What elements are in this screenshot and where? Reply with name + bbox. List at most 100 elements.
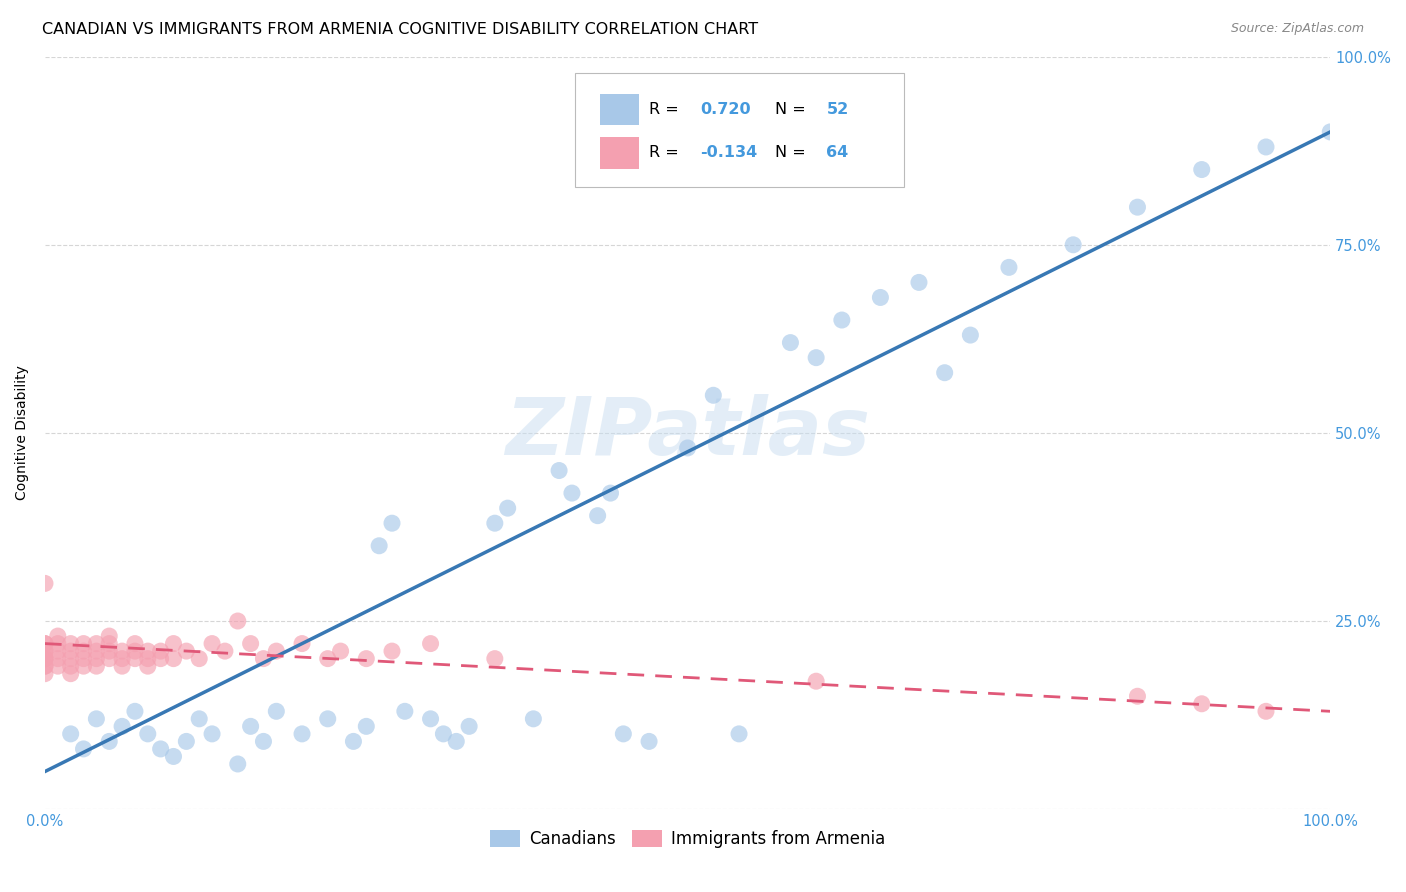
- Point: [908, 276, 931, 290]
- Point: [381, 516, 404, 531]
- Point: [34, 651, 56, 665]
- Point: [394, 704, 416, 718]
- Point: [34, 651, 56, 665]
- Point: [162, 637, 184, 651]
- Point: [548, 463, 571, 477]
- Point: [266, 704, 288, 718]
- Point: [266, 644, 288, 658]
- Point: [162, 651, 184, 665]
- Point: [1062, 237, 1084, 252]
- Text: 0.720: 0.720: [700, 102, 751, 117]
- Point: [176, 644, 198, 658]
- Point: [201, 727, 224, 741]
- Point: [356, 719, 378, 733]
- Point: [419, 637, 441, 651]
- Point: [484, 516, 506, 531]
- Point: [446, 734, 468, 748]
- Point: [136, 644, 159, 658]
- Point: [34, 637, 56, 651]
- Text: R =: R =: [650, 145, 679, 161]
- Point: [111, 644, 134, 658]
- Point: [226, 756, 249, 771]
- Point: [136, 651, 159, 665]
- Point: [188, 712, 211, 726]
- FancyBboxPatch shape: [600, 137, 638, 169]
- Point: [149, 644, 172, 658]
- Point: [1126, 690, 1149, 704]
- Point: [959, 328, 981, 343]
- Point: [676, 441, 699, 455]
- Text: ZIPatlas: ZIPatlas: [505, 394, 870, 472]
- Point: [86, 637, 108, 651]
- Point: [46, 659, 69, 673]
- Point: [124, 637, 146, 651]
- Point: [98, 644, 121, 658]
- Point: [149, 742, 172, 756]
- Point: [86, 644, 108, 658]
- Point: [356, 651, 378, 665]
- Point: [111, 651, 134, 665]
- Point: [291, 727, 314, 741]
- Point: [162, 749, 184, 764]
- Point: [34, 651, 56, 665]
- Point: [804, 674, 827, 689]
- Point: [86, 659, 108, 673]
- Point: [98, 629, 121, 643]
- Text: CANADIAN VS IMMIGRANTS FROM ARMENIA COGNITIVE DISABILITY CORRELATION CHART: CANADIAN VS IMMIGRANTS FROM ARMENIA COGN…: [42, 22, 758, 37]
- FancyBboxPatch shape: [600, 94, 638, 125]
- FancyBboxPatch shape: [575, 73, 904, 186]
- Point: [98, 734, 121, 748]
- Point: [98, 651, 121, 665]
- Text: R =: R =: [650, 102, 679, 117]
- Point: [522, 712, 544, 726]
- Point: [34, 576, 56, 591]
- Point: [368, 539, 391, 553]
- Point: [638, 734, 661, 748]
- Point: [1319, 125, 1341, 139]
- Point: [149, 651, 172, 665]
- Point: [1254, 704, 1277, 718]
- Point: [111, 719, 134, 733]
- Point: [419, 712, 441, 726]
- Point: [111, 659, 134, 673]
- Point: [728, 727, 751, 741]
- Point: [1191, 162, 1213, 177]
- Point: [831, 313, 853, 327]
- Point: [291, 637, 314, 651]
- Point: [86, 651, 108, 665]
- Point: [59, 637, 82, 651]
- Point: [201, 637, 224, 651]
- Point: [34, 644, 56, 658]
- Point: [124, 651, 146, 665]
- Point: [46, 637, 69, 651]
- Point: [1254, 140, 1277, 154]
- Text: N =: N =: [775, 145, 806, 161]
- Point: [484, 651, 506, 665]
- Point: [226, 614, 249, 628]
- Point: [869, 290, 891, 304]
- Point: [612, 727, 634, 741]
- Point: [239, 719, 262, 733]
- Point: [316, 651, 339, 665]
- Point: [98, 637, 121, 651]
- Point: [34, 637, 56, 651]
- Point: [586, 508, 609, 523]
- Point: [59, 651, 82, 665]
- Point: [46, 629, 69, 643]
- Point: [46, 651, 69, 665]
- Text: 64: 64: [827, 145, 849, 161]
- Point: [72, 651, 94, 665]
- Point: [59, 644, 82, 658]
- Point: [46, 644, 69, 658]
- Point: [72, 742, 94, 756]
- Point: [779, 335, 801, 350]
- Point: [124, 704, 146, 718]
- Point: [72, 637, 94, 651]
- Point: [432, 727, 454, 741]
- Point: [239, 637, 262, 651]
- Point: [176, 734, 198, 748]
- Point: [72, 659, 94, 673]
- Y-axis label: Cognitive Disability: Cognitive Disability: [15, 366, 30, 500]
- Point: [458, 719, 481, 733]
- Point: [59, 727, 82, 741]
